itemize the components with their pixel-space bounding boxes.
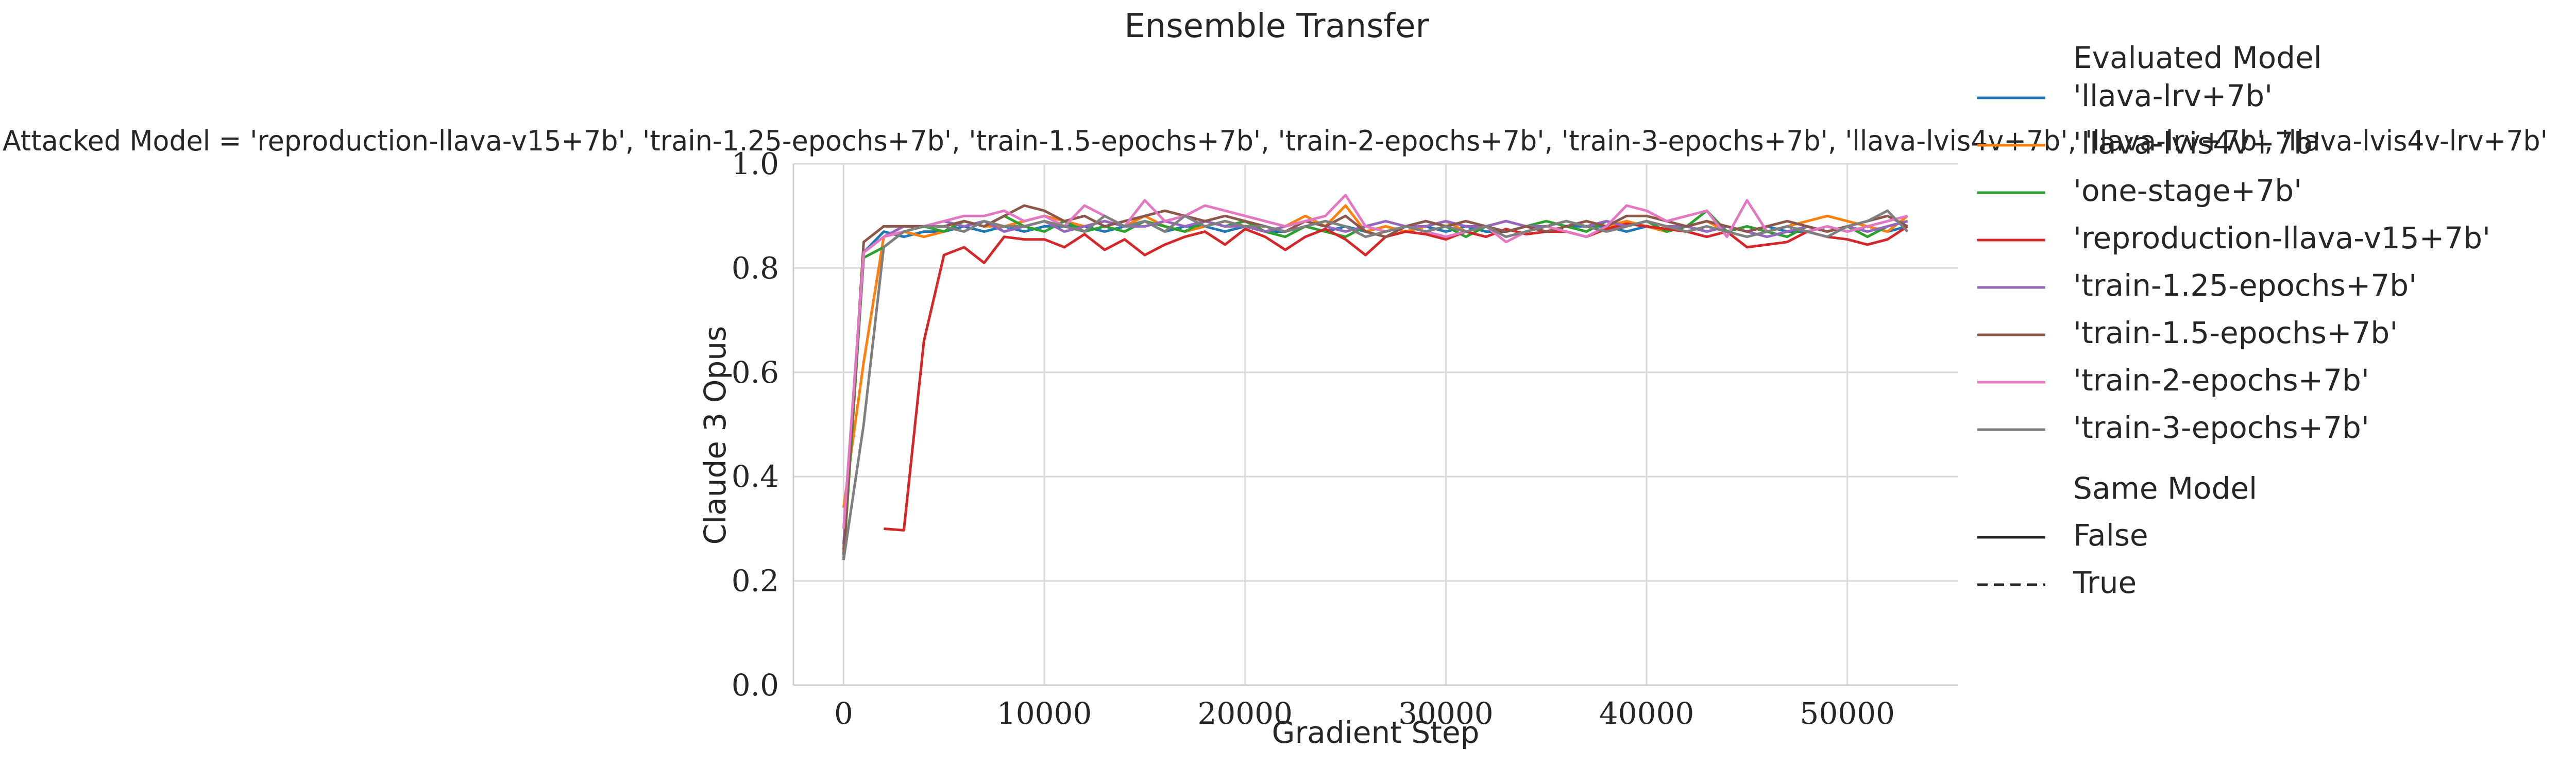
series-line-0 [842,219,1908,550]
legend-label-6: 'train-2-epochs+7b' [2073,363,2369,398]
legend-style-entries: False True [1977,518,2148,600]
series-line-6 [842,194,1908,529]
y-tick-label: 0.2 [732,564,779,599]
series-line-2 [842,209,1908,560]
series-line-7 [842,209,1909,560]
x-tick-label: 30000 [1398,696,1494,731]
x-tick-label: 50000 [1800,696,1895,731]
legend-label-2: 'one-stage+7b' [2073,173,2302,208]
series-line-1 [842,204,1909,508]
legend-label-1: 'llava-lvis4v+7b' [2073,126,2321,161]
legend-label-5: 'train-1.5-epochs+7b' [2073,315,2398,350]
y-tick-label: 1.0 [732,146,779,181]
legend-label-0: 'llava-lrv+7b' [2073,78,2273,113]
y-axis-label: Claude 3 Opus [698,326,733,545]
chart-subtitle: Attacked Model = 'reproduction-llava-v15… [3,125,2548,157]
series-line-4 [842,219,1908,544]
y-tick-label: 0.4 [732,459,779,494]
legend: Evaluated Model 'llava-lrv+7b' 'llava-lvi… [1977,40,2490,600]
series-lines [842,194,1909,560]
legend-hue-title: Evaluated Model [2073,40,2322,75]
legend-label-3: 'reproduction-llava-v15+7b' [2073,220,2490,256]
y-tick-label: 0.6 [732,355,779,390]
series-line-5 [842,204,1908,555]
x-axis-label: Gradient Step [1272,715,1480,750]
chart-title: Ensemble Transfer [1124,7,1429,45]
y-tick-label: 0.0 [732,668,779,703]
y-tick-label: 0.8 [732,250,779,285]
legend-style-label-1: True [2073,565,2137,600]
legend-series-entries: 'llava-lrv+7b' 'llava-lvis4v+7b' 'one-stag… [1977,78,2490,445]
x-tick-label: 20000 [1197,696,1293,731]
legend-style-label-0: False [2073,518,2148,553]
legend-style-title: Same Model [2073,471,2257,506]
ticks: 0 10000 20000 30000 40000 50000 0.0 0.2 0.4 0.6 0.… [732,146,1895,731]
axes [792,164,1958,686]
legend-label-4: 'train-1.25-epochs+7b' [2073,268,2417,303]
legend-label-7: 'train-3-epochs+7b' [2073,410,2369,445]
series-line-3 [884,222,1908,532]
x-tick-label: 40000 [1599,696,1694,731]
x-tick-label: 0 [834,696,853,731]
x-tick-label: 10000 [997,696,1092,731]
